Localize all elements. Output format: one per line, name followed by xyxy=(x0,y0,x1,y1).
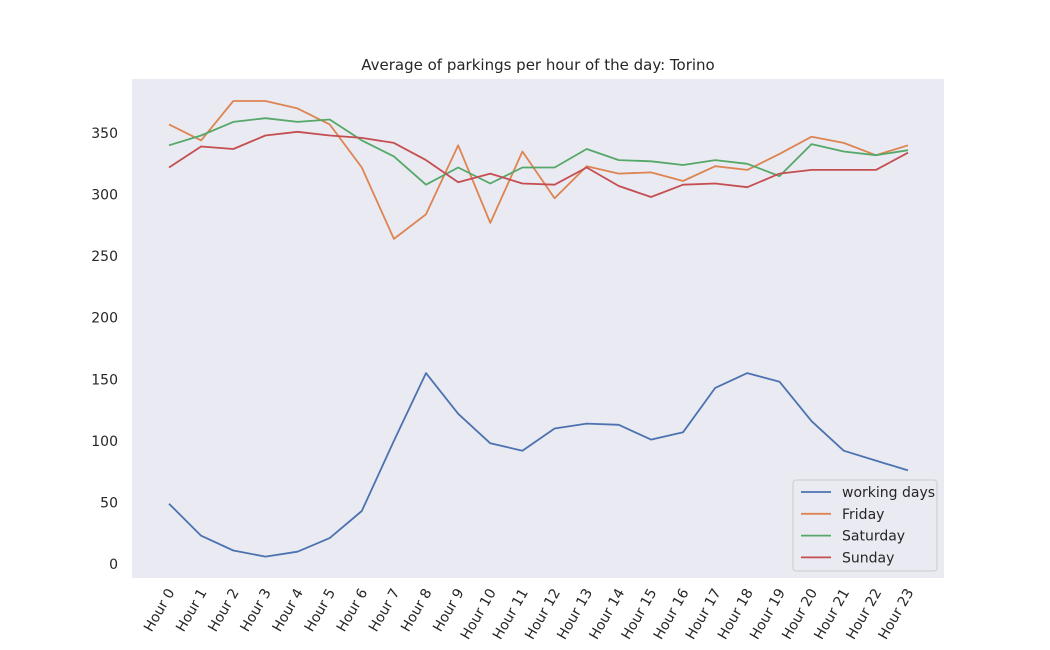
legend-label: Sunday xyxy=(842,550,894,566)
legend-box xyxy=(792,479,938,572)
series-line-working-days xyxy=(168,372,909,558)
y-tick-label: 200 xyxy=(91,311,118,327)
y-tick-label: 50 xyxy=(100,495,118,511)
y-tick-label: 150 xyxy=(91,372,118,388)
chart-title: Average of parkings per hour of the day:… xyxy=(361,56,715,74)
y-tick-label: 250 xyxy=(91,249,118,265)
series-line-sunday xyxy=(168,130,909,198)
y-tick-label: 350 xyxy=(91,126,118,142)
series-lines xyxy=(168,100,909,558)
y-tick-label: 100 xyxy=(91,434,118,450)
legend-label: Saturday xyxy=(842,529,905,545)
y-axis: 0 50 100 150 200 250 300 350 xyxy=(91,126,118,573)
y-tick-label: 300 xyxy=(91,188,118,204)
legend-label: working days xyxy=(842,485,935,501)
series-line-saturday xyxy=(168,117,909,186)
series-line-friday xyxy=(168,100,909,240)
y-tick-label: 0 xyxy=(109,557,118,573)
legend: working days Friday Saturday Sunday xyxy=(792,479,938,572)
legend-label: Friday xyxy=(842,507,884,523)
